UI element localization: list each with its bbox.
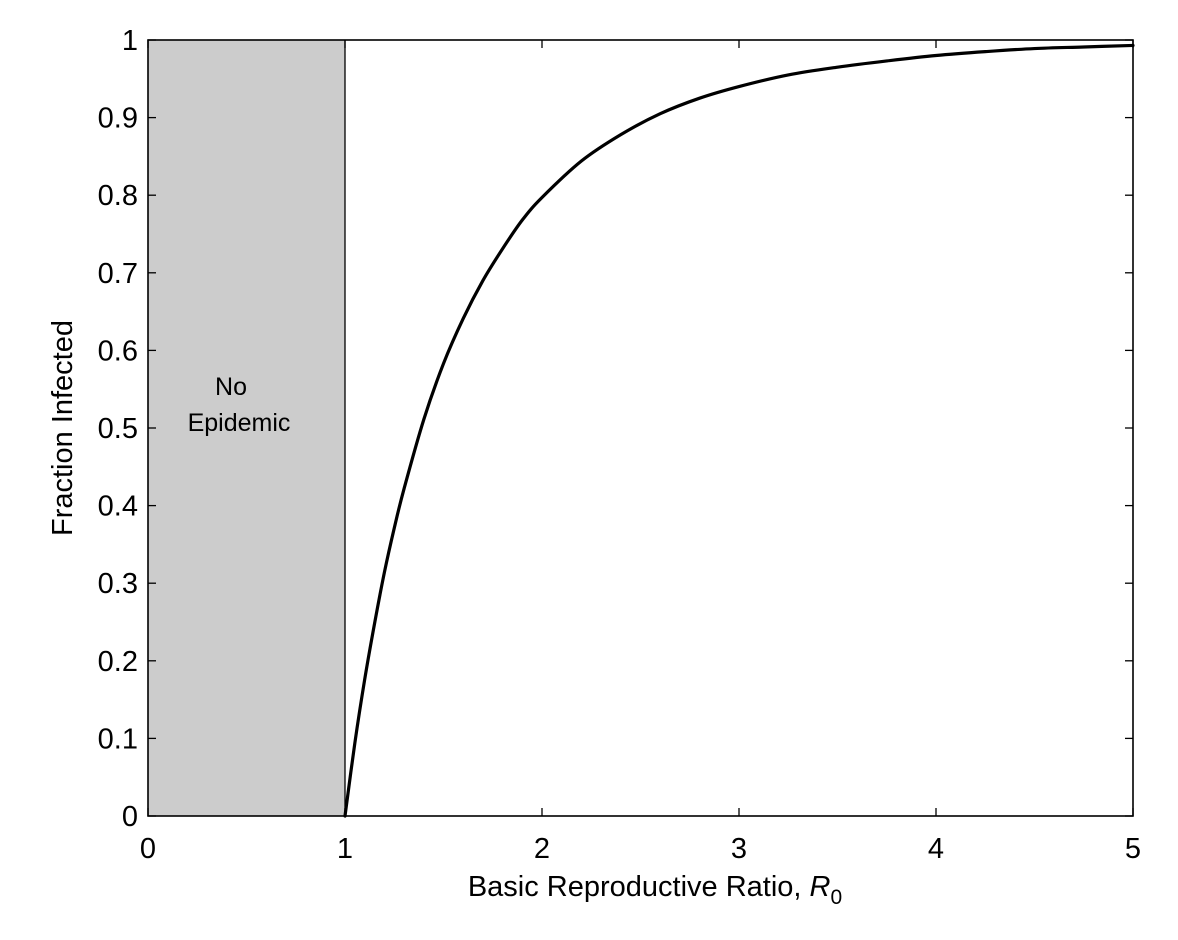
y-tick-label: 0.3	[98, 568, 138, 600]
x-axis-label-text: Basic Reproductive Ratio,	[468, 871, 810, 903]
x-tick-label: 0	[140, 833, 156, 865]
series-line	[343, 43, 1135, 818]
y-tick-labels: 0 0.1 0.2 0.3 0.4 0.5 0.6 0.7 0.8 0.9 1	[98, 25, 138, 833]
y-tick-label: 0.1	[98, 723, 138, 755]
y-tick-label: 0.2	[98, 646, 138, 678]
y-tick-label: 0.6	[98, 335, 138, 367]
y-tick-label: 0	[122, 801, 138, 833]
shaded-region	[148, 40, 345, 816]
plot-frame	[147, 39, 1134, 817]
x-tick-label: 4	[928, 833, 944, 865]
y-tick-label: 0.7	[98, 258, 138, 290]
y-tick-label: 0.4	[98, 491, 138, 523]
no-epidemic-label-line1: No	[215, 373, 247, 401]
y-tick-label: 0.9	[98, 103, 138, 135]
x-axis-label-subscript: 0	[830, 886, 842, 909]
x-tick-label: 3	[731, 833, 747, 865]
y-axis-label: Fraction Infected	[47, 320, 79, 536]
no-epidemic-label-line2: Epidemic	[188, 409, 291, 437]
x-tick-label: 5	[1125, 833, 1141, 865]
y-tick-label: 0.5	[98, 413, 138, 445]
x-tick-label: 2	[534, 833, 550, 865]
y-tick-label: 0.8	[98, 180, 138, 212]
x-axis-label-symbol: R	[810, 871, 831, 903]
x-tick-labels: 0 1 2 3 4 5	[140, 833, 1141, 865]
x-tick-label: 1	[337, 833, 353, 865]
y-tick-label: 1	[122, 25, 138, 57]
x-axis-label: Basic Reproductive Ratio, R0	[468, 871, 842, 909]
